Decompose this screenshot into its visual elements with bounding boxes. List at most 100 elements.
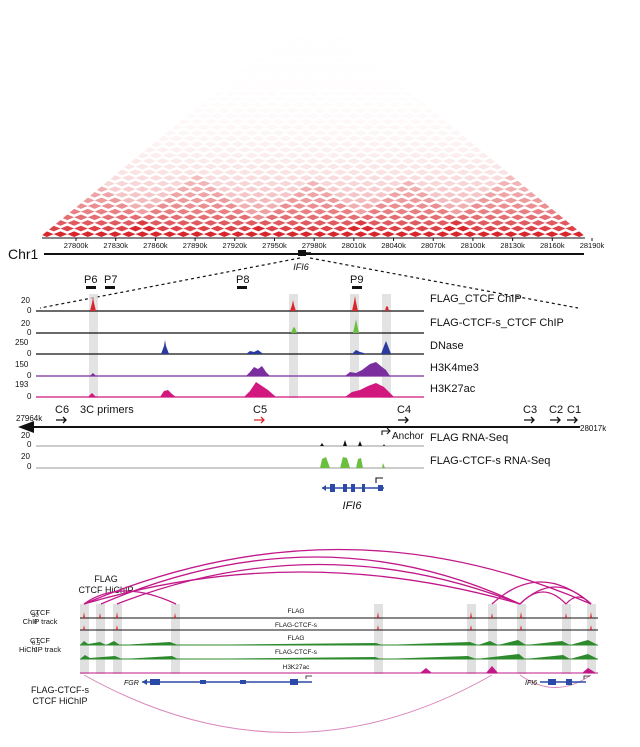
- heatmap-cell: [422, 186, 436, 192]
- heatmap-cell: [456, 192, 470, 198]
- heatmap-cell: [353, 175, 368, 181]
- heatmap-cell: [87, 225, 102, 232]
- svg-text:20: 20: [21, 296, 30, 305]
- svg-text:20: 20: [21, 319, 30, 328]
- heatmap-cell: [224, 225, 238, 232]
- track-dnase: 250 0 DNase: [15, 338, 464, 358]
- heatmap-cell: [306, 34, 320, 41]
- heatmap-cell: [237, 158, 252, 164]
- heatmap-cell: [292, 169, 307, 176]
- ifi6-gene-mark: [298, 250, 306, 256]
- heatmap-cell: [196, 203, 211, 209]
- heatmap-cell: [306, 214, 320, 221]
- heatmap-cell: [115, 225, 129, 232]
- heatmap-cell: [149, 152, 163, 159]
- heatmap-cell: [306, 79, 320, 86]
- heatmap-cell: [415, 124, 430, 131]
- heatmap-cell: [265, 79, 279, 86]
- heatmap-cell: [306, 45, 320, 52]
- heatmap-cell: [196, 158, 211, 164]
- heatmap-cell: [381, 220, 395, 226]
- heatmap-cell: [169, 158, 184, 164]
- heatmap-cell: [340, 130, 354, 136]
- heatmap-cell: [340, 96, 354, 102]
- hic-heatmap: [40, 12, 586, 237]
- heatmap-cell: [278, 90, 293, 97]
- heatmap-cell: [278, 158, 293, 164]
- heatmap-cell: [74, 214, 88, 221]
- heatmap-cell: [306, 180, 320, 187]
- heatmap-cell: [94, 197, 109, 204]
- heatmap-cell: [415, 169, 430, 176]
- heatmap-cell: [244, 208, 259, 215]
- heatmap-cell: [278, 113, 293, 119]
- heatmap-cell: [381, 175, 395, 181]
- heatmap-cell: [388, 102, 402, 108]
- heatmap-cell: [429, 169, 443, 176]
- heatmap-cell: [156, 180, 170, 187]
- heatmap-cell: [388, 158, 402, 164]
- heatmap-cell: [442, 214, 457, 221]
- heatmap-cell: [381, 141, 395, 147]
- heatmap-cell: [381, 152, 395, 159]
- heatmap-cell: [408, 175, 423, 181]
- heatmap-cell: [408, 208, 423, 215]
- heatmap-cell: [490, 220, 505, 226]
- tick-label: 27980k: [302, 241, 327, 250]
- heatmap-cell: [490, 197, 505, 204]
- heatmap-cell: [347, 225, 361, 232]
- svg-text:FLAG: FLAG: [288, 635, 305, 642]
- coordinate-ticks: 27800k 27830k 27860k 27890k 27920k 27950k 2798…: [64, 238, 605, 250]
- heatmap-cell: [360, 158, 375, 164]
- heatmap-cell: [156, 147, 170, 153]
- heatmap-cell: [128, 214, 143, 221]
- svg-text:0: 0: [34, 620, 38, 626]
- heatmap-cell: [401, 158, 416, 164]
- heatmap-cell: [203, 96, 218, 102]
- heatmap-cell: [285, 40, 300, 46]
- heatmap-cell: [231, 197, 245, 204]
- heatmap-cell: [483, 158, 498, 164]
- track-flag-ctcf-chip: 20 0 FLAG_CTCF ChIP: [21, 293, 522, 315]
- heatmap-cell: [347, 147, 361, 153]
- heatmap-cell: [292, 180, 307, 187]
- heatmap-cell: [176, 175, 191, 181]
- svg-text:HiChIP track: HiChIP track: [19, 645, 61, 654]
- heatmap-cell: [292, 68, 307, 74]
- heatmap-cell: [251, 180, 266, 187]
- heatmap-cell: [394, 175, 409, 181]
- heatmap-cell: [40, 231, 54, 237]
- heatmap-cell: [326, 231, 341, 237]
- heatmap-cell: [224, 90, 238, 97]
- heatmap-cell: [572, 231, 586, 237]
- heatmap-cell: [244, 130, 259, 136]
- heatmap-cell: [156, 192, 170, 198]
- heatmap-cell: [319, 23, 334, 29]
- heatmap-cell: [306, 192, 320, 198]
- heatmap-cell: [340, 231, 354, 237]
- heatmap-cell: [435, 186, 450, 192]
- heatmap-cell: [67, 231, 81, 237]
- heatmap-cell: [381, 186, 395, 192]
- heatmap-cell: [306, 12, 320, 18]
- heatmap-cell: [319, 102, 334, 108]
- tick-label: 28070k: [421, 241, 446, 250]
- heatmap-cell: [517, 197, 532, 204]
- heatmap-cell: [313, 231, 327, 237]
- heatmap-cell: [224, 147, 238, 153]
- heatmap-cell: [299, 130, 313, 136]
- heatmap-cell: [142, 192, 157, 198]
- heatmap-cell: [149, 163, 163, 170]
- heatmap-cell: [333, 102, 348, 108]
- heatmap-cell: [517, 231, 532, 237]
- heatmap-cell: [210, 147, 225, 153]
- heatmap-cell: [449, 163, 464, 170]
- heatmap-cell: [278, 45, 293, 52]
- heatmap-cell: [176, 208, 191, 215]
- heatmap-cell: [217, 118, 232, 125]
- heatmap-cell: [149, 208, 163, 215]
- heatmap-cell: [278, 169, 293, 176]
- ifi6-gene-model: [322, 477, 384, 492]
- heatmap-cell: [224, 79, 238, 86]
- heatmap-cell: [121, 197, 136, 204]
